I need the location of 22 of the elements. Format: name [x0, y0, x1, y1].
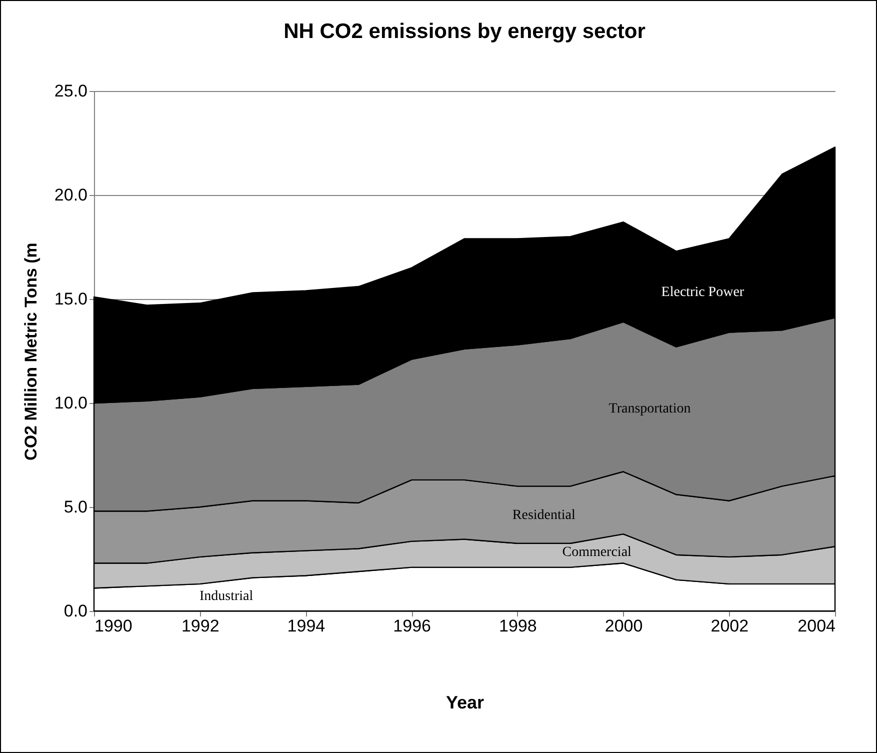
series-label: Transportation	[608, 402, 691, 417]
y-axis-title: CO2 Million Metric Tons (m	[21, 242, 40, 460]
x-tick-label: 1996	[393, 616, 431, 636]
x-tick-label: 1990	[94, 616, 132, 636]
chart-title: NH CO2 emissions by energy sector	[284, 20, 646, 43]
y-tick-label: 10.0	[54, 394, 88, 412]
series-label: Commercial	[562, 544, 632, 560]
y-tick-label: 15.0	[54, 290, 88, 308]
x-tick-label: 1992	[181, 616, 220, 636]
series-label: Electric Power	[661, 285, 744, 300]
y-tick-label: 0.0	[64, 602, 88, 620]
y-tick-label: 25.0	[54, 82, 88, 100]
x-tick-label: 1998	[499, 616, 537, 636]
y-tick-label: 5.0	[64, 498, 88, 516]
x-tick-label: 2000	[604, 616, 643, 636]
x-axis-title: Year	[446, 692, 484, 712]
x-tick-label: 2002	[710, 616, 749, 636]
series-label: Industrial	[199, 588, 254, 604]
series-label: Residential	[512, 508, 576, 523]
y-tick-label: 20.0	[54, 186, 88, 204]
x-tick-label: 1994	[287, 616, 326, 636]
x-tick-label: 2004	[798, 616, 836, 636]
